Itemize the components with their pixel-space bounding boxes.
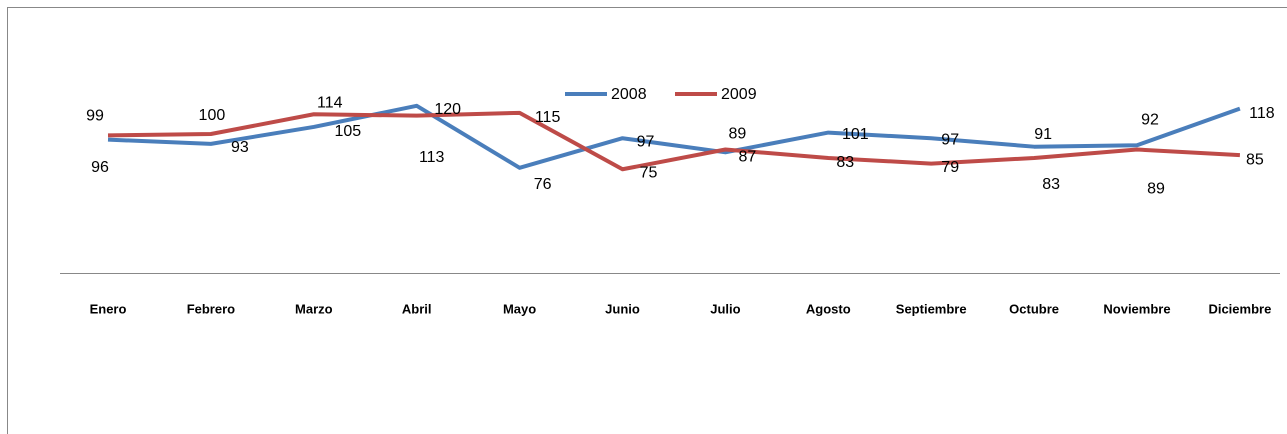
data-label: 89 xyxy=(729,126,747,143)
x-tick-label: Junio xyxy=(605,301,640,316)
x-tick-label: Diciembre xyxy=(1208,301,1271,316)
x-tick-label: Abril xyxy=(402,301,432,316)
data-label: 92 xyxy=(1141,111,1159,128)
data-label: 75 xyxy=(640,164,658,181)
legend-label: 2008 xyxy=(611,86,647,103)
x-tick-label: Julio xyxy=(710,301,740,316)
data-label: 97 xyxy=(637,133,655,150)
data-label: 118 xyxy=(1249,105,1275,122)
series-line xyxy=(107,103,1241,170)
data-label: 79 xyxy=(941,159,959,176)
data-label: 113 xyxy=(419,149,445,166)
data-label: 85 xyxy=(1246,151,1264,168)
data-label: 76 xyxy=(534,176,552,193)
chart-frame xyxy=(7,7,1287,434)
x-tick-label: Mayo xyxy=(503,301,536,316)
x-tick-label: Noviembre xyxy=(1103,301,1170,316)
data-label: 101 xyxy=(842,126,869,143)
x-tick-label: Octubre xyxy=(1009,301,1059,316)
x-tick-label: Marzo xyxy=(295,301,333,316)
data-label: 89 xyxy=(1147,181,1165,198)
data-label: 83 xyxy=(1042,176,1060,193)
data-label: 100 xyxy=(199,107,226,124)
data-label: 120 xyxy=(434,101,461,118)
data-label: 105 xyxy=(334,123,361,140)
data-label: 114 xyxy=(317,94,343,111)
x-tick-label: Enero xyxy=(90,301,127,316)
data-label: 93 xyxy=(231,139,249,156)
x-tick-label: Febrero xyxy=(187,301,235,316)
data-label: 97 xyxy=(941,131,959,148)
data-label: 91 xyxy=(1034,126,1052,143)
x-tick-label: Septiembre xyxy=(896,301,967,316)
data-label: 115 xyxy=(535,109,561,126)
legend-label: 2009 xyxy=(721,86,757,103)
series-line xyxy=(107,110,1241,172)
x-tick-label: Agosto xyxy=(806,301,851,316)
data-label: 87 xyxy=(739,149,757,166)
data-label: 99 xyxy=(86,108,104,125)
data-label: 96 xyxy=(91,159,109,176)
data-label: 83 xyxy=(836,154,854,171)
